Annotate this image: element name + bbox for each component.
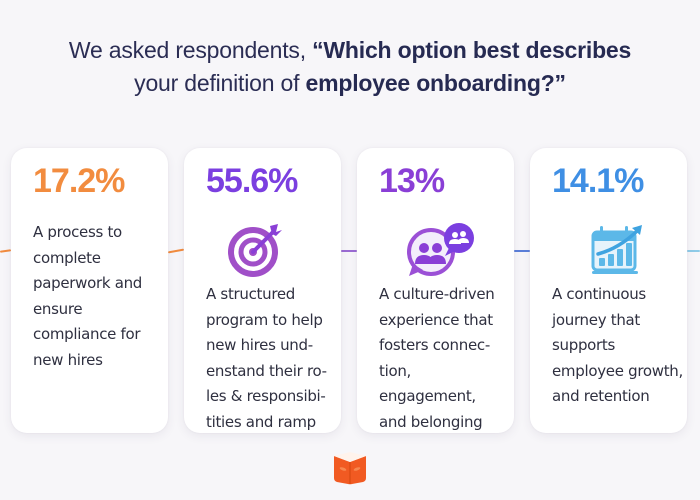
book-logo-icon — [333, 451, 367, 485]
stat-card-structured-program: 55.6% A structured program to help new h… — [184, 148, 341, 433]
headline-line-1: We asked respondents, “Which option best… — [0, 34, 700, 67]
stat-percent: 17.2% — [33, 162, 125, 200]
stat-card-paperwork: 17.2% A process to complete paperwork an… — [11, 148, 168, 433]
connector-line — [341, 250, 357, 252]
connector-line — [687, 250, 700, 252]
stat-card-culture-driven: 13% A culture-driven experience that fos… — [357, 148, 514, 433]
connector-line — [0, 249, 12, 253]
headline-text: your definition of — [134, 70, 306, 96]
stat-description: A continuous journey that supports emplo… — [552, 285, 683, 405]
stat-percent: 55.6% — [206, 162, 298, 200]
stat-description: A culture-driven experience that fosters… — [379, 285, 495, 431]
connector-line — [514, 250, 530, 252]
team-chat-icon — [403, 220, 479, 280]
growth-chart-icon — [590, 222, 646, 276]
headline-line-2: your definition of employee onboarding?” — [0, 67, 700, 100]
stat-percent: 14.1% — [552, 162, 644, 200]
stat-card-continuous-journey: 14.1% A continuous journey that supports… — [530, 148, 687, 433]
headline-emphasis: “Which option best describes — [312, 37, 632, 63]
stat-description: A structured program to help new hires u… — [206, 285, 327, 431]
connector-line — [167, 248, 185, 254]
headline-emphasis: employee onboarding?” — [305, 70, 567, 96]
stat-percent: 13% — [379, 162, 445, 200]
survey-question-headline: We asked respondents, “Which option best… — [0, 34, 700, 100]
stat-description: A process to complete paperwork and ensu… — [33, 223, 143, 369]
headline-text: We asked respondents, — [68, 37, 313, 63]
target-icon — [226, 222, 288, 282]
